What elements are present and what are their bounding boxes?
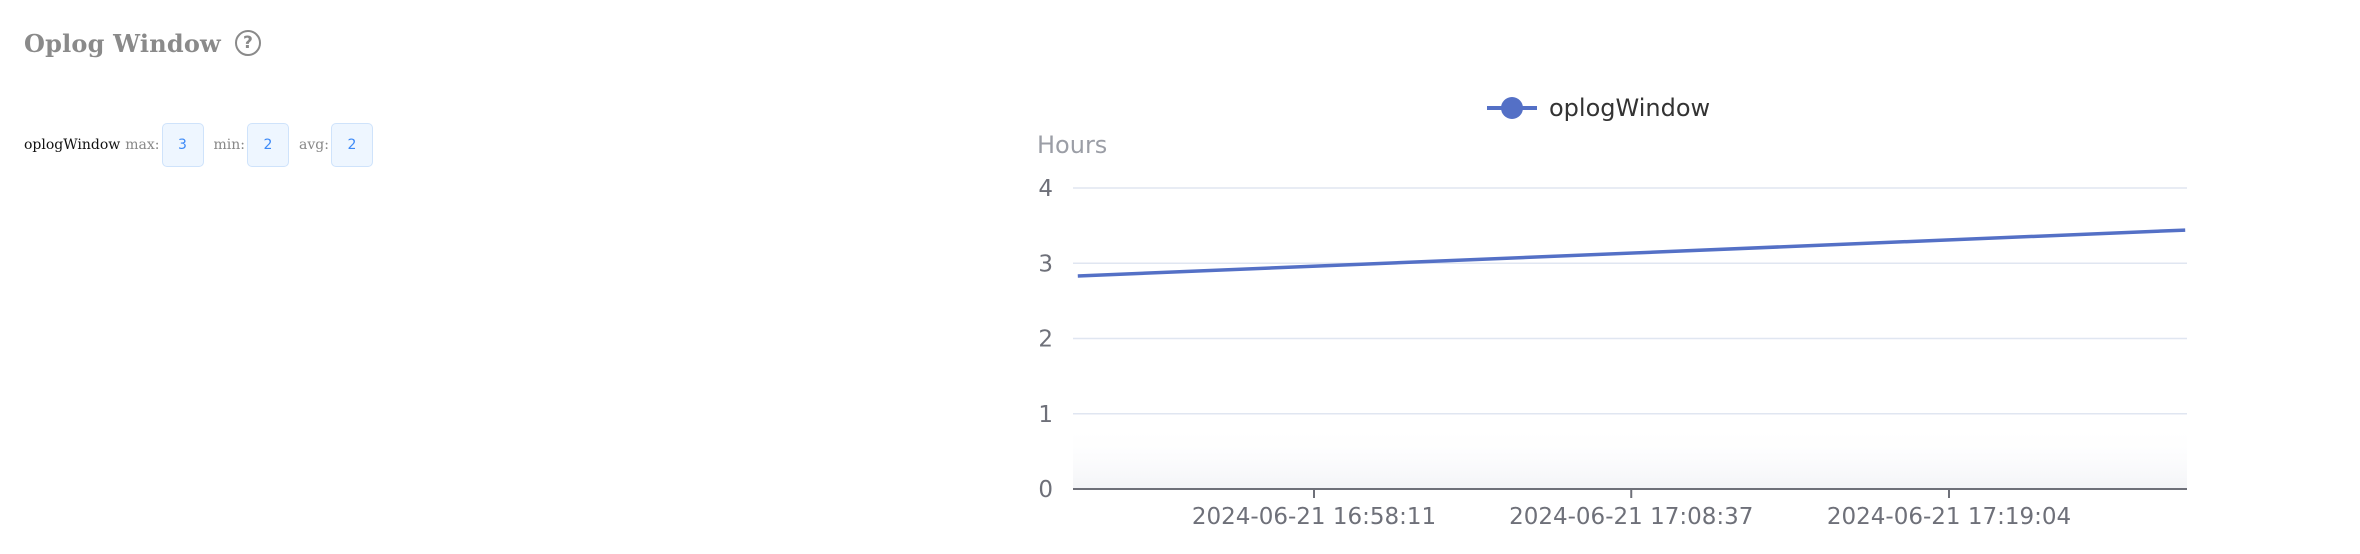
stat-max-value: 3 (161, 123, 204, 167)
series-line (1077, 228, 2186, 278)
x-tick-label: 2024-06-21 17:19:04 (1827, 504, 2071, 530)
y-axis-label: Hours (1037, 131, 1107, 159)
y-tick-label: 0 (1038, 477, 1053, 503)
stat-min-value: 2 (247, 123, 290, 167)
y-tick-label: 1 (1038, 402, 1053, 428)
stat-max-label: max: (125, 137, 160, 153)
legend-marker (1501, 97, 1523, 119)
y-tick-label: 2 (1038, 327, 1053, 353)
chart-legend: oplogWindow (1487, 94, 1710, 122)
stat-avg-label: avg: (299, 137, 329, 153)
stat-min-label: min: (213, 137, 246, 153)
baseline-shade (1073, 424, 2187, 489)
y-tick-label: 3 (1038, 251, 1053, 277)
stats-metric-name: oplogWindow (24, 137, 121, 153)
panel-title: Oplog Window (24, 28, 221, 58)
stat-avg-value: 2 (330, 123, 373, 167)
stats-summary: oplogWindow max: 3 min: 2 avg: 2 (24, 122, 383, 168)
x-tick-label: 2024-06-21 17:08:37 (1509, 504, 1753, 530)
x-tick-label: 2024-06-21 16:58:11 (1192, 504, 1436, 530)
y-tick-label: 4 (1038, 176, 1053, 202)
panel-header: Oplog Window ? (24, 24, 261, 62)
legend-label: oplogWindow (1549, 94, 1710, 122)
question-circle-icon[interactable]: ? (234, 30, 261, 56)
